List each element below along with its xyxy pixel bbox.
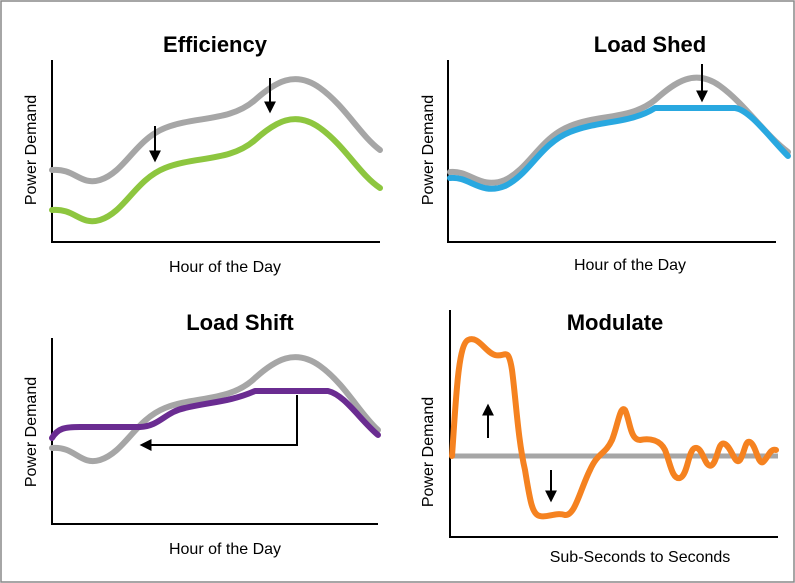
panel-load-shift: Load Shift Hour of the Day Power Demand bbox=[23, 310, 381, 558]
modulate-curve bbox=[449, 336, 779, 520]
arrow bbox=[139, 395, 298, 451]
load-shed-curve bbox=[447, 105, 791, 192]
baseline-curve bbox=[49, 76, 383, 185]
panel-title: Load Shift bbox=[186, 310, 294, 335]
panel-modulate: Modulate Sub-Seconds to Seconds Power De… bbox=[420, 310, 779, 566]
axes bbox=[51, 338, 378, 525]
panel-efficiency: Efficiency Hour of the Day Power Demand bbox=[23, 32, 383, 276]
y-axis-label: Power Demand bbox=[420, 95, 437, 205]
axes bbox=[51, 60, 380, 243]
y-axis-label: Power Demand bbox=[23, 377, 40, 487]
efficiency-curve bbox=[49, 116, 383, 225]
x-axis-label: Hour of the Day bbox=[169, 259, 281, 276]
y-axis-label: Power Demand bbox=[420, 397, 437, 507]
axes bbox=[449, 310, 778, 538]
panel-title: Modulate bbox=[567, 310, 664, 335]
panel-load-shed: Load Shed Hour of the Day Power Demand bbox=[420, 32, 791, 274]
axes bbox=[447, 60, 776, 243]
baseline-curve bbox=[447, 74, 791, 186]
x-axis-label: Hour of the Day bbox=[169, 541, 281, 558]
load-shift-curve bbox=[49, 388, 381, 441]
x-axis-label: Sub-Seconds to Seconds bbox=[550, 549, 731, 566]
panel-title: Load Shed bbox=[594, 32, 706, 57]
baseline-curve bbox=[49, 354, 381, 465]
panel-title: Efficiency bbox=[163, 32, 268, 57]
y-axis-label: Power Demand bbox=[23, 95, 40, 205]
x-axis-label: Hour of the Day bbox=[574, 257, 686, 274]
